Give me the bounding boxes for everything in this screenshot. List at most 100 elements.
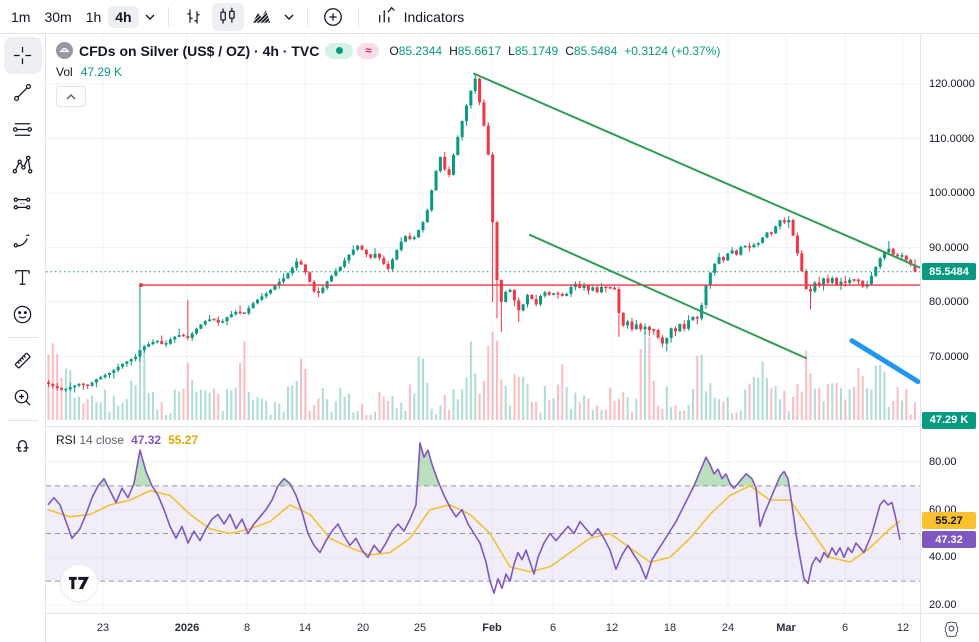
rsi-ma-badge: 55.27 — [922, 512, 976, 530]
top-toolbar: 1m 30m 1h 4h — [0, 0, 979, 34]
rsi-pane-canvas[interactable] — [46, 427, 920, 613]
time-axis-label: 6 — [549, 622, 557, 634]
timeframe-group: 1m 30m 1h 4h — [4, 5, 139, 28]
axis-corner — [920, 613, 979, 642]
volume-badge: 47.29 K — [922, 411, 976, 429]
timeframe-button-30m[interactable]: 30m — [44, 8, 72, 25]
collapse-pane-button[interactable] — [56, 86, 86, 107]
price-axis-label: 110.0000 — [929, 132, 975, 145]
trendline-upper[interactable] — [473, 72, 920, 269]
rsi-value-badge: 47.32 — [922, 531, 976, 549]
crosshair-tool-button[interactable] — [3, 37, 42, 74]
ruler-tool-button[interactable] — [4, 342, 42, 379]
brush-tool-button[interactable] — [4, 222, 42, 259]
area-style-icon[interactable] — [246, 3, 278, 31]
time-axis-label: 6 — [841, 622, 849, 634]
fib-retracement-tool-button[interactable] — [4, 111, 42, 148]
volume-legend-label: Vol — [56, 65, 73, 79]
zoom-in-icon — [14, 389, 31, 406]
rsi-axis-label: 20.00 — [929, 598, 957, 611]
indicators-icon — [376, 4, 398, 29]
delayed-data-button[interactable]: ≈ — [357, 42, 380, 59]
time-axis-label: 23 — [96, 622, 110, 634]
long-position-icon — [13, 197, 31, 210]
time-axis-label: 18 — [663, 622, 677, 634]
price-axis-label: 100.0000 — [929, 187, 975, 199]
trendline-lower[interactable] — [529, 233, 807, 360]
market-status-button[interactable] — [325, 42, 354, 59]
time-axis-label: 8 — [243, 622, 251, 634]
time-axis-label: 20 — [356, 622, 370, 634]
price-axis-label: 80.0000 — [929, 296, 969, 308]
price-axis-label: 90.0000 — [929, 241, 969, 254]
time-axis-label: 24 — [721, 622, 735, 634]
volume-legend-value: 47.29 K — [80, 65, 123, 79]
rsi-legend-title[interactable]: RSI 14 close — [56, 433, 125, 447]
toolbar-divider — [167, 6, 169, 27]
candle-series — [47, 74, 917, 393]
rsi-legend-ma-value: 55.27 — [168, 433, 199, 447]
magnet-icon — [16, 440, 29, 452]
rsi-line[interactable] — [47, 442, 901, 594]
symbol-legend: CFDs on Silver (US$ / OZ) · 4h · TVC ≈ O… — [56, 41, 720, 107]
time-axis-label: 12 — [896, 622, 910, 634]
zoom-in-tool-button[interactable] — [4, 379, 42, 416]
xabcd-pattern-tool-button[interactable] — [4, 148, 42, 185]
change-readout: +0.3124 (+0.37%) — [624, 43, 721, 58]
trendline-blue[interactable] — [849, 338, 920, 385]
timeframe-button-4h[interactable]: 4h — [108, 5, 139, 28]
price-axis-label: 120.0000 — [929, 78, 975, 90]
timeframe-button-1m[interactable]: 1m — [11, 8, 31, 25]
drawing-toolbar — [0, 34, 46, 642]
rsi-axis-label: 80.00 — [929, 456, 957, 468]
time-axis-label: Feb — [482, 622, 502, 634]
rsi-overbought-fill — [279, 479, 291, 486]
tool-divider — [7, 420, 38, 421]
trend-line-tool-button[interactable] — [4, 74, 42, 111]
emoji-icon — [13, 305, 32, 324]
compare-plus-icon[interactable] — [317, 3, 349, 31]
magnet-tool-button[interactable] — [4, 425, 42, 462]
long-position-tool-button[interactable] — [4, 185, 42, 222]
price-axis-label: 70.0000 — [929, 350, 969, 363]
time-axis-label: 2026 — [174, 622, 200, 634]
time-axis-label: Mar — [776, 622, 796, 634]
timeframe-chevron-down-icon[interactable] — [141, 3, 159, 31]
candles-style-icon[interactable] — [211, 2, 244, 31]
timeframe-button-1h[interactable]: 1h — [85, 8, 102, 25]
last-price-badge: 85.5484 — [922, 263, 976, 281]
indicators-label: Indicators — [403, 8, 465, 25]
volume-series — [47, 332, 916, 420]
time-axis[interactable]: 23 2026 8 14 20 25 Feb 6 12 18 24 Mar 6 12 — [46, 613, 920, 642]
bars-style-icon[interactable] — [178, 3, 210, 31]
indicators-button[interactable]: Indicators — [368, 1, 473, 32]
time-axis-label: 12 — [605, 622, 619, 634]
rsi-legend: RSI 14 close 47.32 55.27 — [56, 433, 198, 447]
time-axis-label: 25 — [413, 622, 427, 634]
price-axis[interactable]: 120.0000 110.0000 100.0000 90.0000 80.0000 70… — [920, 34, 979, 613]
pane-divider[interactable] — [46, 426, 979, 427]
fib-retracement-icon — [12, 123, 33, 136]
style-chevron-down-icon[interactable] — [280, 3, 298, 31]
trend-line-icon — [14, 84, 31, 101]
rsi-ma-line[interactable] — [47, 485, 901, 573]
toolbar-divider — [357, 6, 359, 27]
emoji-tool-button[interactable] — [4, 296, 42, 333]
rsi-legend-value: 47.32 — [131, 433, 162, 447]
time-axis-label: 14 — [298, 622, 312, 634]
axis-settings-icon[interactable] — [943, 620, 960, 642]
symbol-logo — [56, 42, 73, 59]
rsi-overbought-fill — [418, 442, 440, 486]
brush-icon — [13, 234, 30, 248]
xabcd-pattern-icon — [12, 155, 33, 174]
tool-divider — [7, 337, 38, 338]
ruler-icon — [14, 352, 31, 369]
symbol-title[interactable]: CFDs on Silver (US$ / OZ) · 4h · TVC — [79, 42, 320, 59]
price-pane-canvas[interactable] — [46, 34, 920, 426]
text-tool-button[interactable] — [4, 259, 42, 296]
text-icon — [15, 270, 30, 285]
tradingview-logo[interactable] — [60, 564, 98, 602]
crosshair-icon — [13, 46, 32, 65]
rsi-overbought-fill — [133, 452, 152, 486]
